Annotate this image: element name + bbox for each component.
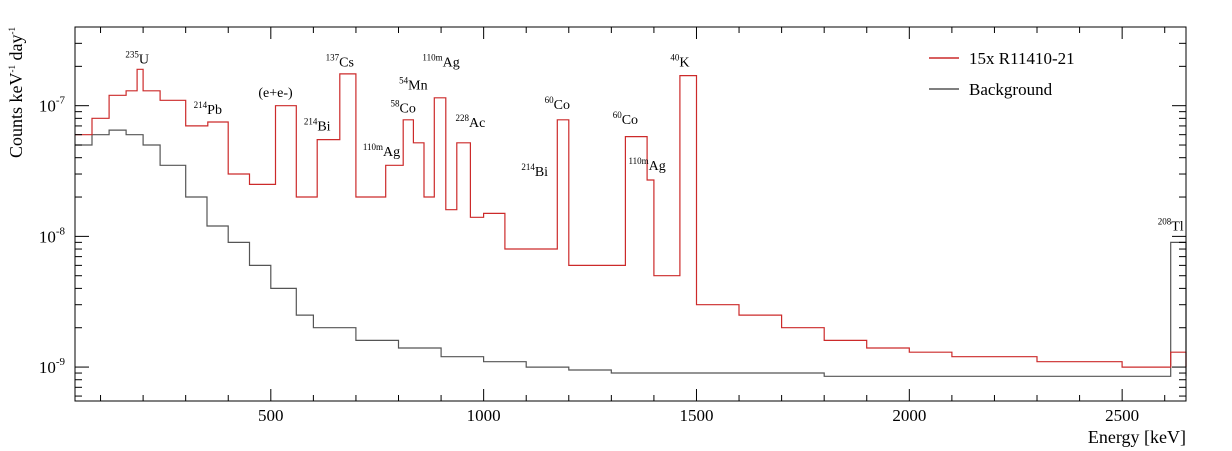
annotation-7: 54Mn	[399, 75, 427, 93]
annotation-0: 235U	[125, 49, 149, 67]
annotation-12: 60Co	[613, 110, 638, 128]
x-tick-label: 1500	[679, 406, 713, 425]
x-tick-label: 2500	[1105, 406, 1139, 425]
annotation-4: 137Cs	[326, 52, 354, 70]
legend-label-series-1: 15x R11410-21	[969, 49, 1075, 68]
annotation-2: (e+e-)	[258, 86, 293, 101]
peak-annotations: 235U 214Pb (e+e-) 214Bi 137Cs 58Co 110mAg 54Mn 1…	[125, 49, 1183, 234]
annotation-11: 214Bi	[521, 162, 548, 180]
y-tick-label: 10-8	[39, 225, 66, 246]
y-tick-label: 10-7	[39, 95, 66, 116]
x-axis-label: Energy [keV]	[1088, 427, 1186, 447]
series-line-1	[75, 68, 1187, 368]
annotation-9: 228Ac	[456, 113, 486, 131]
y-tick-label: 10-9	[39, 356, 66, 377]
x-tick-label: 2000	[892, 406, 926, 425]
x-tick-label: 1000	[467, 406, 501, 425]
annotation-14: 40K	[670, 52, 689, 70]
plot-frame	[74, 26, 1187, 402]
annotation-3: 214Bi	[304, 117, 331, 135]
x-axis: 500 1000 1500 2000 2500	[100, 27, 1166, 425]
x-tick-label: 500	[258, 406, 284, 425]
series-line-2	[75, 129, 1187, 377]
annotation-1: 214Pb	[194, 100, 222, 118]
y-axis: 10-9 10-8 10-7	[39, 26, 1186, 397]
legend-label-series-2: Background	[969, 80, 1053, 99]
annotation-15: 208Tl	[1158, 216, 1184, 234]
y-axis-label: Counts keV-1 day-1	[6, 27, 26, 158]
annotation-6: 110mAg	[363, 142, 400, 160]
series-layer	[75, 68, 1187, 377]
annotation-10: 60Co	[545, 95, 570, 113]
annotation-8: 110mAg	[422, 52, 459, 70]
annotation-13: 110mAg	[628, 156, 665, 174]
annotation-5: 58Co	[391, 98, 416, 116]
legend: 15x R11410-21 Background	[929, 49, 1075, 99]
